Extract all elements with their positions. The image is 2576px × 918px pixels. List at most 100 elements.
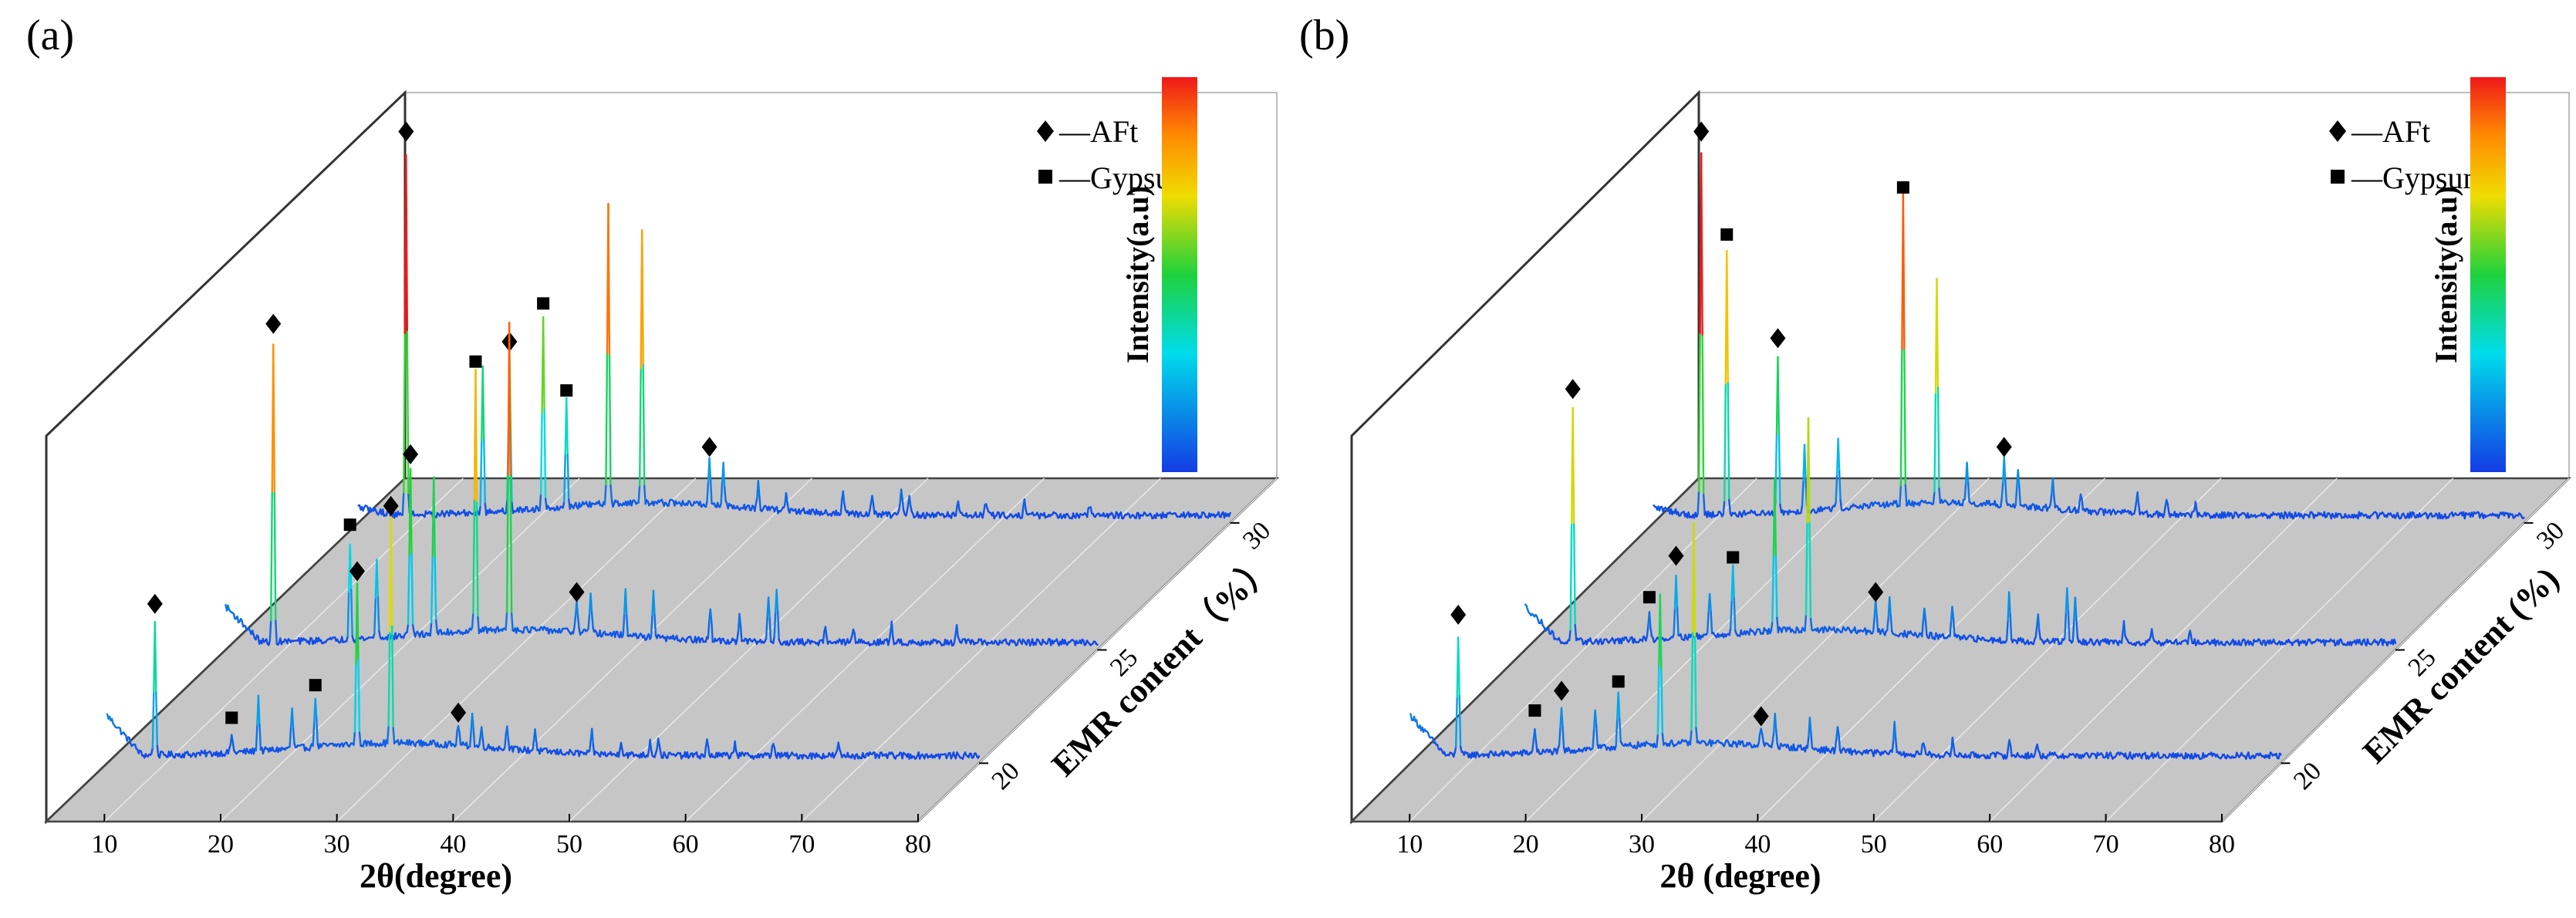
aft-marker (349, 561, 365, 582)
aft-marker (1996, 437, 2012, 457)
spectrum-segment (1810, 731, 1814, 749)
floor-grid-line (1641, 478, 1990, 822)
spectrum-segment (1838, 734, 1842, 751)
x-tick-label: 70 (2093, 830, 2119, 859)
spectrum-segment (1089, 506, 1093, 515)
spectrum-segment (892, 635, 896, 646)
aft-marker (451, 702, 467, 723)
spectrum-segment (458, 731, 462, 746)
legend-aft-label: —AFt (1058, 114, 1138, 149)
spectrum-segment (289, 726, 292, 748)
spectrum-segment (566, 397, 569, 456)
spectrum-segment (410, 552, 414, 626)
spectrum-segment (539, 412, 543, 495)
spectrum-segment (587, 613, 591, 630)
spectrum-segment (2009, 744, 2013, 758)
spectrum-segment (1727, 382, 1730, 501)
spectrum-segment (837, 741, 841, 751)
aft-marker (1753, 706, 1769, 727)
spectrum-segment (660, 751, 663, 759)
spectrum-segment (2049, 493, 2053, 505)
spectrum-segment (609, 484, 613, 501)
spectrum-segment (576, 599, 579, 617)
spectrum-segment (589, 738, 593, 752)
spectrum-segment (626, 614, 630, 637)
spectrum-segment (910, 505, 913, 513)
legend-gypsum-icon (2331, 170, 2345, 184)
spectrum-segment (1833, 747, 1837, 754)
spectrum-segment (2034, 626, 2038, 638)
spectrum-segment (2081, 498, 2085, 511)
spectrum-segment (270, 490, 273, 622)
spectrum-segment (430, 555, 434, 624)
spectrum-segment (2067, 610, 2071, 641)
spectrum-segment (258, 723, 262, 751)
spectrum-segment (637, 484, 641, 504)
spectrum-segment (1886, 616, 1889, 632)
spectrum-segment (843, 502, 847, 511)
spectrum-segment (538, 493, 542, 512)
spectrum-segment (1804, 613, 1808, 633)
spectrum-segment (504, 733, 508, 749)
spectrum-segment (150, 747, 154, 755)
spectrum-segment (1801, 479, 1805, 507)
spectrum-segment (1933, 392, 1937, 493)
spectrum-segment (658, 744, 662, 753)
spectrum-segment (353, 663, 357, 733)
spectrum-segment (1966, 461, 1970, 484)
spectrum-segment (981, 511, 985, 519)
spectrum-segment (775, 589, 779, 613)
spectrum-segment (1875, 614, 1879, 633)
spectrum-segment (481, 365, 485, 440)
z-tick-label: 20 (987, 757, 1025, 795)
x-tick-label: 10 (1396, 830, 1423, 859)
spectrum-segment (1615, 717, 1619, 747)
spectrum-segment (1999, 498, 2003, 508)
colorbar (1162, 77, 1197, 472)
floor-grid-line (452, 478, 812, 822)
spectrum-segment (723, 486, 727, 502)
colorbar (2470, 77, 2506, 472)
aft-marker (1554, 680, 1570, 701)
spectrum-segment (481, 737, 485, 750)
spectrum-segment (871, 494, 875, 505)
spectrum-segment (653, 613, 657, 636)
spectrum-segment (624, 588, 628, 617)
spectrum-segment (786, 501, 790, 511)
spectrum-segment (2034, 747, 2038, 755)
spectrum-segment (231, 734, 234, 744)
spectrum-segment (483, 438, 486, 505)
spectrum-segment (1454, 696, 1458, 748)
spectrum-segment (316, 717, 319, 745)
spectrum-segment (272, 343, 275, 494)
spectrum-segment (1800, 505, 1804, 514)
spectrum-segment (2003, 456, 2007, 481)
spectrum-segment (1659, 593, 1663, 672)
spectrum-segment (1921, 619, 1925, 638)
spectrum-segment (603, 483, 607, 505)
x-tick-label: 20 (208, 830, 234, 859)
spectrum-segment (346, 590, 350, 637)
x-axis-title: 2θ(degree) (360, 857, 512, 895)
spectrum-segment (407, 554, 410, 626)
spectrum-segment (403, 332, 407, 494)
spectrum-segment (472, 727, 476, 748)
spectrum-segment (2017, 468, 2021, 488)
spectrum-segment (1569, 522, 1573, 631)
z-tick-label: 30 (2531, 516, 2570, 555)
spectrum-segment (773, 747, 777, 756)
floor-grid-line (2105, 478, 2454, 822)
spectrum-segment (1951, 606, 1955, 619)
spectrum-segment (1695, 727, 1699, 744)
spectrum-segment (1893, 721, 1897, 740)
spectrum-segment (822, 630, 825, 644)
spectrum-segment (378, 629, 382, 639)
spectrum-segment (1936, 278, 1940, 389)
spectrum-segment (621, 748, 625, 757)
spectrum-segment (2189, 629, 2193, 639)
floor-grid-line (220, 478, 580, 822)
series-line-25 (225, 321, 1099, 647)
spectrum-segment (1774, 712, 1778, 731)
spectrum-segment (755, 497, 758, 505)
spectrum-segment (387, 630, 391, 727)
